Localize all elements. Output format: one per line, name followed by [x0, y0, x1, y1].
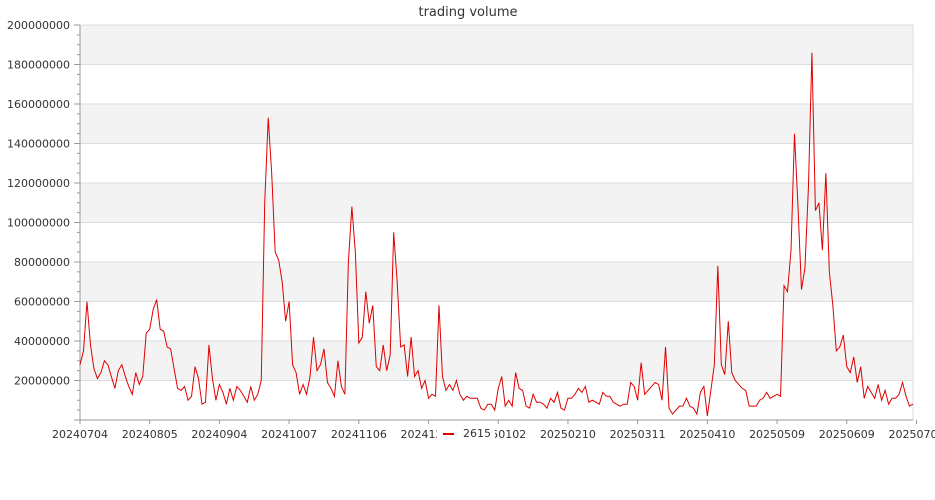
- x-tick-label: 20240904: [191, 428, 247, 441]
- x-tick-label: 20250609: [819, 428, 875, 441]
- legend-label: 2615: [463, 427, 491, 440]
- grid-bands: [80, 25, 913, 381]
- chart-title: trading volume: [418, 5, 517, 20]
- x-tick-label: 20250410: [679, 428, 735, 441]
- legend: 2615: [437, 425, 495, 442]
- grid-lines: [80, 24, 914, 420]
- x-tick-label: 20250311: [610, 428, 666, 441]
- y-tick-label: 160000000: [7, 98, 70, 111]
- y-tick-label: 180000000: [7, 59, 70, 72]
- legend-background: [437, 425, 495, 442]
- y-tick-label: 140000000: [7, 138, 70, 151]
- x-tick-label: 20241007: [261, 428, 317, 441]
- x-tick-label: 20250509: [749, 428, 805, 441]
- y-tick-label: 20000000: [14, 375, 70, 388]
- x-tick-label: 20240805: [122, 428, 178, 441]
- y-tick-label: 120000000: [7, 177, 70, 190]
- grid-band: [80, 262, 913, 302]
- x-tick-label: 20250709: [888, 428, 935, 441]
- series-line-2615: [79, 52, 914, 417]
- y-tick-label: 80000000: [14, 256, 70, 269]
- y-axis: 20000000 40000000 60000000 80000000 10000000…: [7, 19, 81, 421]
- y-tick-label: 60000000: [14, 296, 70, 309]
- grid-band: [80, 25, 913, 65]
- y-tick-label: 40000000: [14, 335, 70, 348]
- y-tick-label: 100000000: [7, 217, 70, 230]
- x-tick-label: 20241106: [331, 428, 387, 441]
- y-tick-label: 200000000: [7, 19, 70, 32]
- grid-band: [80, 341, 913, 381]
- x-tick-label: 20240704: [52, 428, 108, 441]
- x-tick-label: 20250210: [540, 428, 596, 441]
- grid-band: [80, 104, 913, 144]
- grid-band: [80, 183, 913, 223]
